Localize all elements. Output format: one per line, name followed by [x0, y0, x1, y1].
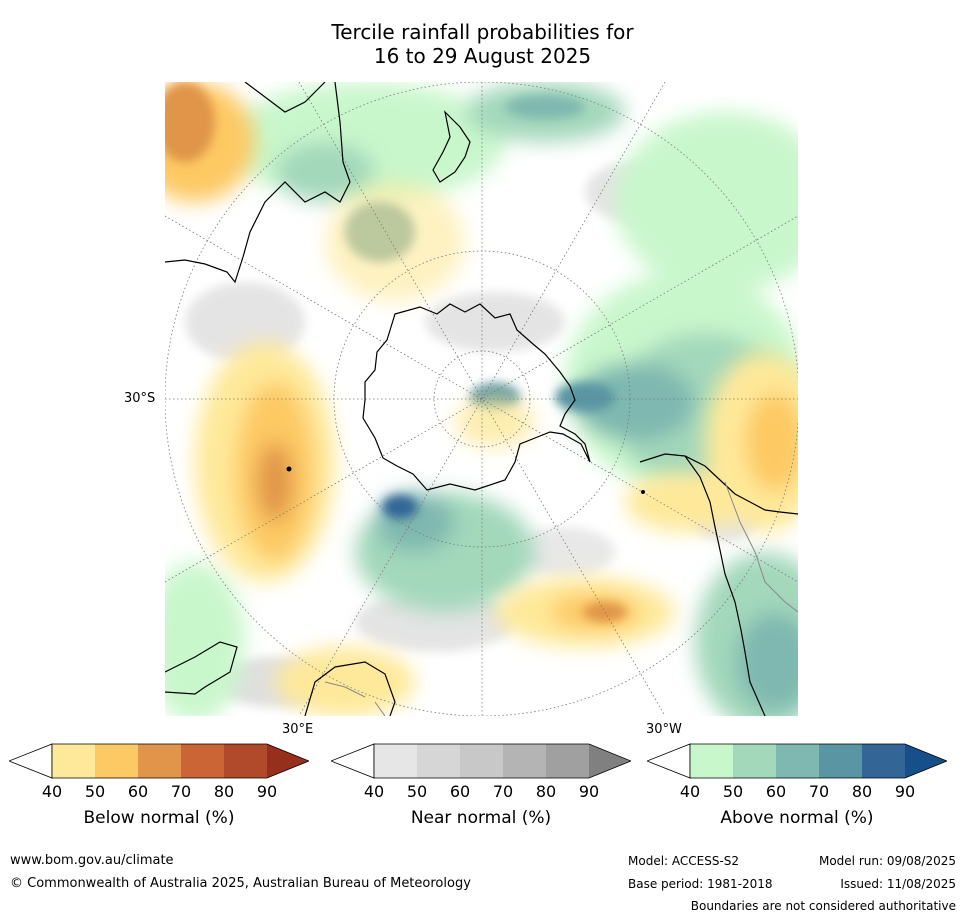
polar-map: [165, 82, 798, 716]
colorbar-tick: 70: [808, 782, 830, 801]
below-normal-core: [165, 82, 627, 622]
africa-coastline: [165, 641, 396, 716]
above-normal-field: [165, 82, 798, 716]
colorbar-swatch: [417, 744, 460, 778]
colorbar-swatch: [546, 744, 589, 778]
south-america-borders: [724, 481, 798, 613]
australia-coastline: [165, 82, 351, 284]
colorbar-min-extend: [331, 743, 375, 779]
figure-title: Tercile rainfall probabilities for 16 to…: [0, 20, 965, 68]
colorbar-tick: 60: [765, 782, 787, 801]
title-line-1: Tercile rainfall probabilities for: [331, 20, 634, 44]
colorbar-max-extend: [267, 744, 309, 778]
model-text: Model: ACCESS-S2: [628, 854, 740, 868]
south-america-coastline: [639, 453, 798, 716]
colorbar-min-extend: [647, 743, 691, 779]
colorbar-tick: 60: [127, 782, 149, 801]
colorbar-tick: 80: [535, 782, 557, 801]
colorbar-tick: 90: [578, 782, 600, 801]
colorbar-swatch: [690, 744, 733, 778]
colorbar-tick: 40: [679, 782, 701, 801]
map-svg: [165, 82, 798, 716]
lat-label-30s: 30°S: [124, 391, 156, 406]
colorbar-near-normal: 40 50 60 70 80 90 Near normal (%): [331, 742, 631, 832]
colorbar-tick: 50: [406, 782, 428, 801]
colorbar-tick: 70: [492, 782, 514, 801]
below-normal-field: [165, 82, 798, 716]
colorbar-tick: 80: [213, 782, 235, 801]
colorbar-swatch: [460, 744, 503, 778]
new-zealand-coastline: [432, 110, 471, 183]
colorbar-tick: 90: [894, 782, 916, 801]
colorbar-tick: 40: [363, 782, 385, 801]
colorbar-tick: 40: [41, 782, 63, 801]
graticule: [165, 82, 798, 716]
colorbar-label: Below normal (%): [83, 808, 235, 828]
colorbar-swatch: [862, 744, 905, 778]
antarctica-coastline: [362, 303, 591, 491]
colorbar-tick: 50: [84, 782, 106, 801]
base-period-text: Base period: 1981-2018: [628, 877, 773, 891]
colorbar-swatch: [819, 744, 862, 778]
website-link[interactable]: www.bom.gov.au/climate: [10, 853, 174, 868]
colorbar-label: Above normal (%): [720, 808, 874, 828]
colorbar-tick: 90: [256, 782, 278, 801]
island-marker: [641, 490, 645, 494]
colorbar-swatch: [503, 744, 546, 778]
copyright-text: © Commonwealth of Australia 2025, Austra…: [10, 876, 471, 891]
colorbar-swatch: [52, 744, 95, 778]
lon-label-30w: 30°W: [646, 722, 682, 737]
colorbar-swatch: [776, 744, 819, 778]
colorbar-tick: 80: [851, 782, 873, 801]
island-marker: [286, 466, 292, 472]
lon-label-30e: 30°E: [282, 722, 314, 737]
disclaimer-text: Boundaries are not considered authoritat…: [690, 899, 956, 913]
colorbar-above-normal: 40 50 60 70 80 90 Above normal (%): [647, 742, 947, 832]
africa-borders: [324, 681, 386, 716]
colorbar-swatch: [138, 744, 181, 778]
colorbar-swatch: [374, 744, 417, 778]
colorbar-swatch: [95, 744, 138, 778]
colorbar-min-extend: [9, 743, 53, 779]
colorbar-swatch: [733, 744, 776, 778]
title-line-2: 16 to 29 August 2025: [373, 44, 592, 68]
colorbar-max-extend: [589, 744, 631, 778]
colorbar-max-extend: [905, 744, 947, 778]
colorbar-tick: 70: [170, 782, 192, 801]
colorbar-swatch: [181, 744, 224, 778]
model-run-text: Model run: 09/08/2025: [818, 854, 956, 868]
colorbar-tick: 50: [722, 782, 744, 801]
colorbar-label: Near normal (%): [410, 808, 552, 828]
colorbar-tick: 60: [449, 782, 471, 801]
issued-text: Issued: 11/08/2025: [840, 877, 956, 891]
colorbar-swatch: [224, 744, 267, 778]
colorbar-below-normal: 40 50 60 70 80 90 Below normal (%): [9, 742, 309, 832]
